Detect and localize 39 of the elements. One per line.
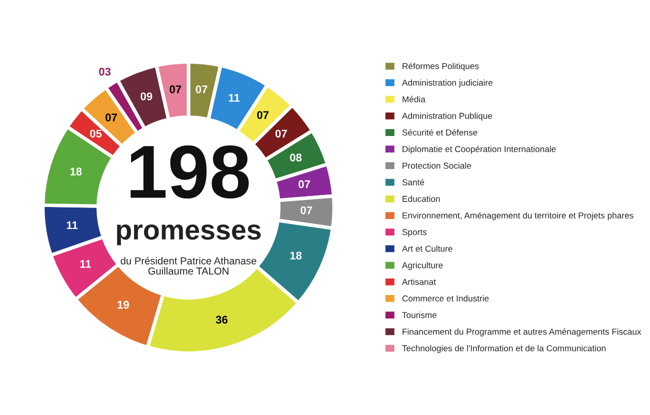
legend-label: Technologies de l'Information et de la Communication [402,344,606,354]
data-label: 07 [170,85,182,94]
text: promesses [116,224,261,246]
legend-label: Diplomatie et Coopération Internationale [402,146,556,154]
data-label: 09 [140,92,152,100]
legend-label: Environnement, Aménagement du territoire et Projets phares [402,212,634,220]
data-label: 07 [257,111,269,119]
data-label: 08 [290,154,302,162]
data-label: 18 [290,252,302,260]
legend-label: Artisanat [402,278,436,285]
legend-label: Sécurité et Défense [402,129,478,136]
data-label: 07 [300,206,312,214]
legend-label: Administration Publique [402,112,492,121]
legend-label: Art et Culture [402,245,452,252]
legend-label: Education [402,196,440,202]
legend-label: Sports [402,229,427,237]
data-label: 11 [80,260,92,268]
data-label: 11 [66,221,78,230]
data-label: 07 [106,113,117,122]
text: du Président Patrice Athanase Guillaume TALON [120,256,256,275]
data-label: 07 [298,180,310,188]
text: 198 [130,145,249,199]
data-label: 11 [228,94,240,102]
legend-label: Financement du Programme et autres Aménagements Fiscaux [402,328,642,336]
data-label: 07 [196,85,208,94]
legend-label: Santé [402,178,424,186]
legend-label: Tourisme [402,312,437,318]
legend-label: Commerce et Industrie [402,295,489,302]
data-label: 18 [70,168,82,176]
legend-label: Média [402,96,426,102]
data-label: 05 [90,130,102,138]
data-label: 07 [275,130,287,138]
legend-label: Réformes Politiques [402,62,479,71]
data-label: 19 [118,300,129,309]
data-label: 03 [99,68,111,76]
legend-label: Agriculture [402,262,443,270]
legend-label: Protection Sociale [402,162,471,169]
legend-label: Administration judiciaire [402,79,493,88]
data-label: 36 [216,316,228,324]
